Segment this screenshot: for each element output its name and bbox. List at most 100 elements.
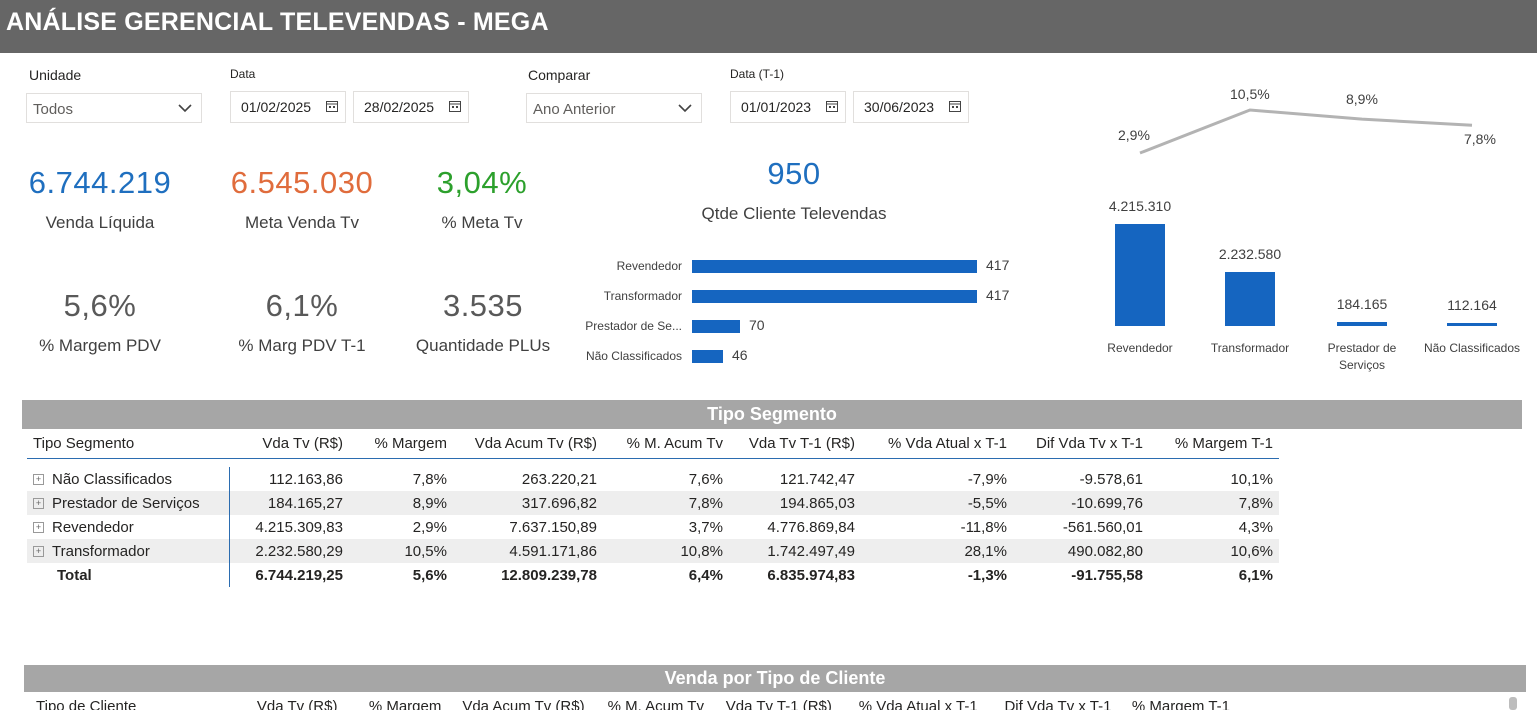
column-header[interactable]: Dif Vda Tv x T-1	[1013, 429, 1149, 459]
data-t1-start-input[interactable]: 01/01/2023	[730, 91, 846, 123]
table-cell: 8,9%	[349, 491, 453, 515]
column-header[interactable]: % Margem	[368, 698, 442, 710]
bar-value-label: 4.215.310	[1108, 198, 1172, 214]
row-label-cell: + Não Classificados	[27, 467, 230, 491]
table-cell: 1.742.497,49	[729, 539, 861, 563]
column-header[interactable]: % Margem T-1	[1149, 429, 1279, 459]
table-cell: 10,6%	[1149, 539, 1279, 563]
line-chart-svg	[1139, 108, 1473, 155]
kpi-qtd-plus-label: Quantidade PLUs	[415, 336, 551, 355]
spacer-cell	[27, 459, 1279, 468]
bar-category-label: Prestador de Se...	[585, 319, 682, 333]
data-t1-start-value: 01/01/2023	[741, 99, 812, 115]
clientes-por-segmento-chart: Revendedor 417 Transformador 417 Prestador d…	[570, 250, 1050, 370]
table-cell: 4.215.309,83	[255, 518, 343, 536]
bar	[1225, 272, 1275, 326]
total-row: Total 6.744.219,25 5,6% 12.809.239,78 6,4% 6.…	[27, 563, 1279, 587]
column-header[interactable]: Dif Vda Tv x T-1	[1004, 698, 1112, 710]
table-row[interactable]: + Transformador 2.232.580,29 10,5% 4.591.171…	[27, 539, 1279, 563]
spacer-row	[27, 459, 1279, 468]
line-point-label: 7,8%	[1464, 131, 1496, 148]
total-cell: -1,3%	[967, 566, 1007, 584]
bar	[692, 350, 723, 363]
bar	[1115, 224, 1165, 326]
column-header[interactable]: % Vda Atual x T-1	[861, 429, 1013, 459]
column-header[interactable]: Vda Tv T-1 (R$)	[729, 429, 861, 459]
kpi-marg-pdv-t1-value: 6,1%	[265, 288, 339, 323]
comparar-dropdown[interactable]: Ano Anterior	[526, 93, 702, 123]
data-end-input[interactable]: 28/02/2025	[353, 91, 469, 123]
column-header[interactable]: Vda Tv T-1 (R$)	[725, 698, 832, 710]
table-cell: 184.165,27	[229, 491, 349, 515]
table-cell: -5,5%	[861, 491, 1013, 515]
page-title: ANÁLISE GERENCIAL TELEVENDAS - MEGA	[6, 8, 549, 36]
table-cell: 112.163,86	[269, 470, 343, 488]
table-cell: 3,7%	[688, 518, 723, 536]
calendar-icon[interactable]	[826, 100, 838, 112]
row-label-cell: + Transformador	[27, 539, 230, 563]
table-cell: 10,8%	[603, 539, 729, 563]
kpi-venda-liquida-label: Venda Líquida	[45, 213, 155, 232]
unidade-label: Unidade	[29, 67, 82, 83]
title-bar	[0, 0, 1537, 53]
line-point-label: 10,5%	[1230, 86, 1270, 102]
row-label: Revendedor	[52, 518, 134, 536]
column-header[interactable]: % M. Acum Tv	[607, 698, 704, 710]
column-header[interactable]: % Vda Atual x T-1	[858, 698, 978, 710]
row-label: Transformador	[52, 542, 150, 560]
table-row[interactable]: + Revendedor 4.215.309,83 2,9% 7.637.150,89 3…	[27, 515, 1279, 539]
tipo-cliente-table: Tipo de Cliente Vda Tv (R$) % Margem Vda Ac…	[30, 694, 1236, 710]
column-header[interactable]: % M. Acum Tv	[603, 429, 729, 459]
expand-icon[interactable]: +	[33, 521, 44, 533]
calendar-icon[interactable]	[949, 100, 961, 112]
table-cell: 10,5%	[349, 539, 453, 563]
bar-category-label: Revendedor	[1107, 341, 1173, 355]
data-label: Data	[230, 67, 256, 81]
table-cell: 4,3%	[1238, 518, 1273, 536]
column-header[interactable]: % Margem T-1	[1131, 698, 1230, 710]
row-label: Não Classificados	[52, 470, 173, 488]
kpi-margem-pdv-value: 5,6%	[63, 288, 137, 323]
column-header[interactable]: Tipo de Cliente	[36, 698, 137, 710]
expand-icon[interactable]: +	[33, 473, 44, 485]
bar-category-label: Não Classificados	[585, 349, 682, 363]
table-cell: 7,8%	[603, 491, 729, 515]
calendar-icon[interactable]	[449, 100, 461, 112]
bar	[1337, 322, 1387, 326]
kpi-meta-venda-label: Meta Venda Tv	[244, 213, 360, 232]
expand-icon[interactable]: +	[33, 545, 44, 557]
total-cell: 6,4%	[688, 566, 723, 584]
expand-icon[interactable]: +	[33, 497, 44, 509]
column-header[interactable]: Tipo Segmento	[27, 429, 229, 459]
chevron-down-icon	[178, 104, 192, 113]
table-cell: -10.699,76	[1013, 491, 1149, 515]
unidade-dropdown[interactable]: Todos	[26, 93, 202, 123]
bar-category-label: Não Classificados	[1423, 341, 1521, 355]
data-t1-label: Data (T-1)	[730, 67, 785, 81]
column-header[interactable]: Vda Acum Tv (R$)	[462, 698, 585, 710]
total-cell: 6.744.219,25	[255, 566, 343, 584]
kpi-qtde-cliente-value: 950	[767, 156, 821, 191]
data-start-input[interactable]: 01/02/2025	[230, 91, 346, 123]
total-cell: 12.809.239,78	[501, 566, 597, 584]
column-header[interactable]: Vda Tv (R$)	[229, 429, 349, 459]
column-header[interactable]: % Margem	[349, 429, 453, 459]
kpi-margem-pdv-label: % Margem PDV	[39, 336, 161, 355]
bar-value-label: 70	[749, 317, 765, 333]
calendar-icon[interactable]	[326, 100, 338, 112]
table-cell: 4.776.869,84	[767, 518, 855, 536]
table-row[interactable]: + Prestador de Serviços 184.165,27 8,9% 317.…	[27, 491, 1279, 515]
scrollbar-thumb[interactable]	[1509, 697, 1517, 710]
data-t1-end-input[interactable]: 30/06/2023	[853, 91, 969, 123]
column-header[interactable]: Vda Acum Tv (R$)	[453, 429, 603, 459]
tipo-cliente-header: Venda por Tipo de Cliente	[24, 665, 1526, 692]
table-cell: 490.082,80	[1013, 539, 1149, 563]
column-header[interactable]: Vda Tv (R$)	[256, 698, 338, 710]
line-point-label: 8,9%	[1346, 91, 1378, 108]
bar	[692, 320, 740, 333]
table-row[interactable]: + Não Classificados 112.163,86 7,8% 263.220,…	[27, 467, 1279, 491]
table-cell: 121.742,47	[779, 470, 855, 488]
comparar-label: Comparar	[528, 67, 591, 83]
bar-value-label: 2.232.580	[1218, 246, 1282, 262]
kpi-qtd-plus-value: 3.535	[442, 288, 524, 323]
